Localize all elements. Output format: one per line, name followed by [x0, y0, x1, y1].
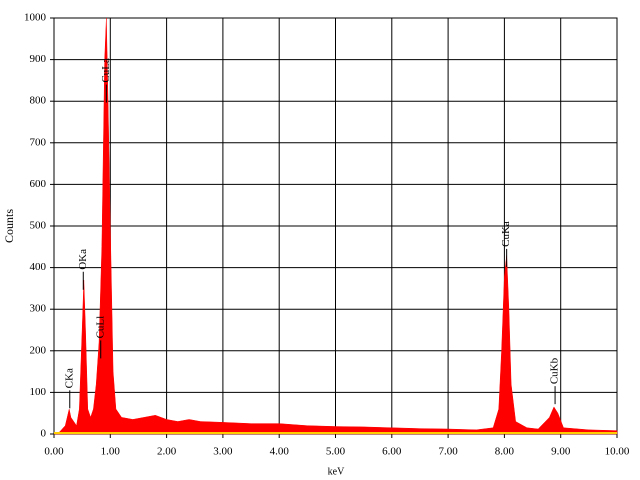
- x-tick-label: 0.00: [44, 446, 64, 458]
- x-tick-label: 3.00: [213, 446, 233, 458]
- y-tick-label: 700: [30, 136, 47, 148]
- y-axis-label: Counts: [2, 209, 16, 243]
- y-tick-label: 400: [30, 261, 47, 273]
- x-tick-label: 2.00: [157, 446, 177, 458]
- y-tick-label: 800: [30, 95, 47, 107]
- y-tick-label: 0: [41, 428, 47, 440]
- x-tick-label: 1.00: [101, 446, 121, 458]
- x-tick-label: 10.00: [605, 446, 630, 458]
- annotation-label: CuKb: [549, 357, 561, 384]
- annotation-label: CuLl: [94, 316, 106, 339]
- spectrum-area: [53, 17, 618, 435]
- x-tick-label: 5.00: [326, 446, 346, 458]
- x-tick-label: 6.00: [382, 446, 402, 458]
- annotation-label: CuKa: [500, 221, 512, 247]
- x-tick-label: 7.00: [438, 446, 458, 458]
- y-tick-label: 600: [30, 178, 47, 190]
- annotation-label: OKa: [77, 249, 89, 270]
- y-tick-label: 900: [30, 53, 47, 65]
- x-tick-label: 4.00: [270, 446, 290, 458]
- y-tick-label: 500: [30, 220, 47, 232]
- annotation-label: CKa: [63, 368, 75, 388]
- y-tick-label: 300: [30, 303, 47, 315]
- x-tick-label: 8.00: [495, 446, 515, 458]
- x-axis-label: keV: [328, 466, 345, 477]
- y-tick-label: 200: [30, 344, 47, 356]
- y-tick-label: 100: [30, 386, 47, 398]
- y-tick-label: 1000: [24, 12, 47, 24]
- annotation-label: CuLa: [100, 58, 112, 83]
- x-tick-label: 9.00: [551, 446, 571, 458]
